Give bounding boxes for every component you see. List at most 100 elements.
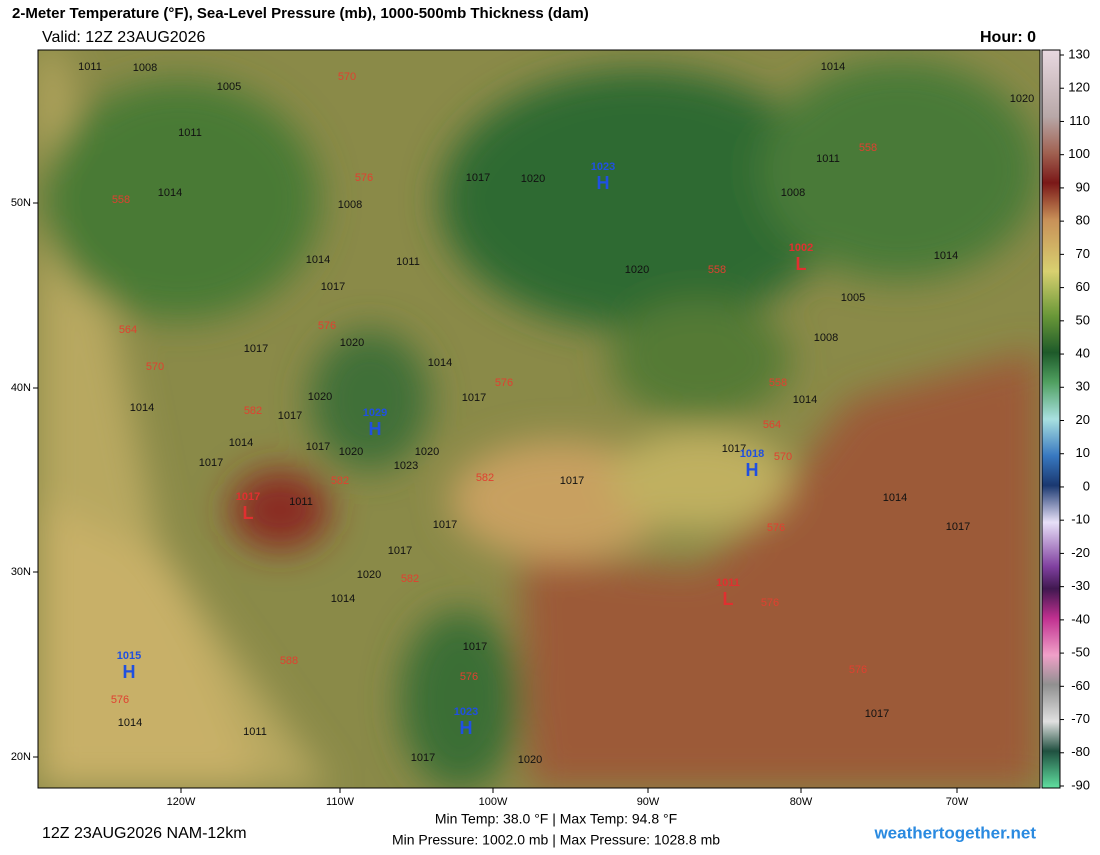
isobar-label: 1014 [306, 254, 330, 266]
isobar-label: 1014 [793, 394, 817, 406]
pressure-center-value: 1015 [117, 650, 141, 662]
pressure-center-letter: L [243, 503, 254, 523]
isobar-label: 1017 [433, 519, 457, 531]
isobar-label: 1017 [722, 443, 746, 455]
isobar-label: 1011 [816, 153, 840, 165]
thickness-label: 576 [355, 172, 373, 184]
isobar-label: 1020 [415, 446, 439, 458]
isobar-label: 1017 [463, 641, 487, 653]
colorbar-label: 60 [1076, 279, 1090, 294]
title: 2-Meter Temperature (°F), Sea-Level Pres… [12, 5, 589, 22]
isobar-label: 1020 [357, 569, 381, 581]
isobar-label: 1020 [521, 173, 545, 185]
isobar-label: 1017 [388, 545, 412, 557]
pressure-center-letter: H [746, 460, 759, 480]
isobar-label: 1017 [865, 708, 889, 720]
isobar-label: 1014 [130, 402, 154, 414]
pressure-center-letter: L [723, 589, 734, 609]
temp-stats: Min Temp: 38.0 °F | Max Temp: 94.8 °F [435, 811, 677, 827]
thickness-label: 558 [769, 377, 787, 389]
isobar-label: 1011 [396, 256, 420, 268]
isobar-label: 1008 [814, 332, 838, 344]
colorbar-label: 70 [1076, 246, 1090, 261]
pressure-center-value: 1023 [454, 706, 478, 718]
latitude-label: 20N [11, 751, 31, 763]
isobar-label: 1008 [781, 187, 805, 199]
isobar-label: 1005 [841, 292, 865, 304]
pressure-center-value: 1029 [363, 407, 387, 419]
isobar-label: 1014 [883, 492, 907, 504]
isobar-label: 1017 [411, 752, 435, 764]
longitude-label: 100W [479, 796, 508, 808]
colorbar-label: 20 [1076, 412, 1090, 427]
isobar-label: 1023 [394, 460, 418, 472]
isobar-label: 1017 [466, 172, 490, 184]
isobar-label: 1017 [199, 457, 223, 469]
latitude-label: 30N [11, 566, 31, 578]
latitude-label: 50N [11, 197, 31, 209]
colorbar-label: -40 [1071, 611, 1090, 626]
thickness-label: 558 [859, 142, 877, 154]
longitude-label: 80W [790, 796, 813, 808]
colorbar-label: 0 [1083, 478, 1090, 493]
thickness-label: 576 [318, 320, 336, 332]
isobar-label: 1014 [934, 250, 958, 262]
pressure-center-value: 1002 [789, 242, 813, 254]
isobar-label: 1020 [625, 264, 649, 276]
colorbar-label: 120 [1068, 80, 1090, 95]
colorbar-label: -20 [1071, 545, 1090, 560]
map-background [38, 50, 1040, 788]
isobar-label: 1017 [462, 392, 486, 404]
isobar-label: 1014 [118, 717, 142, 729]
longitude-label: 90W [637, 796, 660, 808]
pressure-stats: Min Pressure: 1002.0 mb | Max Pressure: … [392, 832, 720, 848]
colorbar-label: 30 [1076, 379, 1090, 394]
isobar-label: 1008 [338, 199, 362, 211]
isobar-label: 1020 [339, 446, 363, 458]
colorbar-label: -30 [1071, 578, 1090, 593]
isobar-label: 1017 [946, 521, 970, 533]
pressure-center-value: 1017 [236, 491, 260, 503]
isobar-label: 1008 [133, 62, 157, 74]
thickness-label: 564 [763, 419, 781, 431]
forecast-hour: Hour: 0 [980, 29, 1036, 46]
thickness-label: 582 [244, 405, 262, 417]
thickness-label: 576 [767, 522, 785, 534]
longitude-label: 120W [167, 796, 196, 808]
isobar-label: 1011 [289, 496, 313, 508]
colorbar-label: -90 [1071, 777, 1090, 792]
colorbar-label: -70 [1071, 711, 1090, 726]
colorbar-label: 100 [1068, 146, 1090, 161]
thickness-label: 576 [111, 694, 129, 706]
isobar-label: 1020 [1010, 93, 1034, 105]
latitude-label: 40N [11, 382, 31, 394]
thickness-label: 576 [761, 597, 779, 609]
isobar-label: 1011 [78, 61, 102, 73]
colorbar-label: 90 [1076, 179, 1090, 194]
model-run: 12Z 23AUG2026 NAM-12km [42, 825, 247, 842]
isobar-label: 1020 [518, 754, 542, 766]
pressure-center-value: 1018 [740, 448, 764, 460]
isobar-label: 1020 [340, 337, 364, 349]
colorbar-label: 10 [1076, 445, 1090, 460]
isobar-label: 1017 [244, 343, 268, 355]
colorbar [1041, 49, 1061, 789]
colorbar-label: -60 [1071, 678, 1090, 693]
pressure-center-letter: L [796, 254, 807, 274]
longitude-label: 70W [946, 796, 969, 808]
thickness-label: 570 [146, 361, 164, 373]
thickness-label: 576 [460, 671, 478, 683]
isobar-label: 1014 [158, 187, 182, 199]
colorbar-label: 130 [1068, 46, 1090, 61]
colorbar-label: -80 [1071, 744, 1090, 759]
colorbar-label: 40 [1076, 345, 1090, 360]
thickness-label: 570 [774, 451, 792, 463]
site-link[interactable]: weathertogether.net [873, 823, 1036, 842]
colorbar-label: -10 [1071, 512, 1090, 527]
isobar-label: 1017 [306, 441, 330, 453]
isobar-label: 1014 [428, 357, 452, 369]
thickness-label: 558 [708, 264, 726, 276]
isobar-label: 1014 [229, 437, 253, 449]
isobar-label: 1017 [278, 410, 302, 422]
